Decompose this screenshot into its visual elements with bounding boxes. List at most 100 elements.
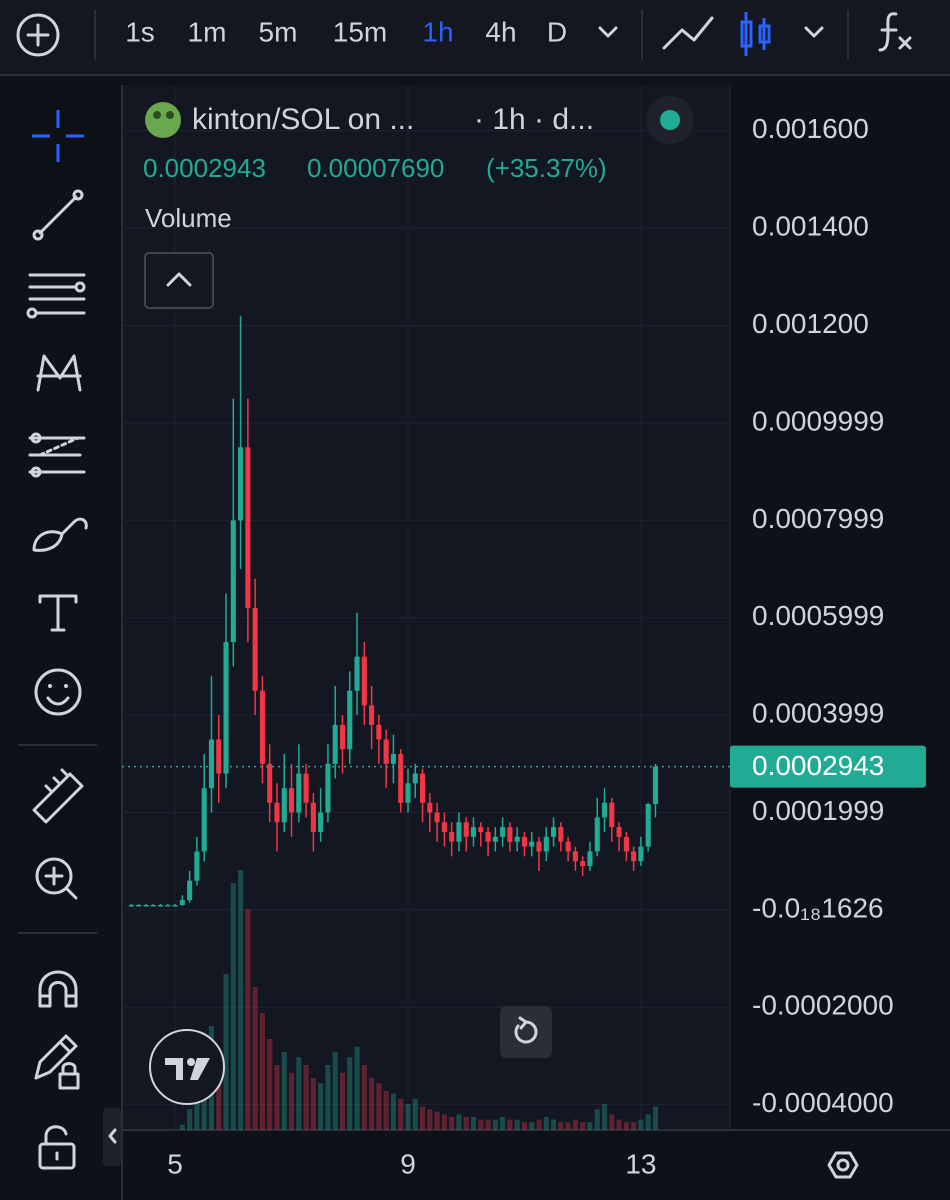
zoom-tool[interactable] xyxy=(35,857,78,900)
volume-bar xyxy=(652,1106,659,1130)
pattern-tool[interactable] xyxy=(36,354,82,392)
volume-bar xyxy=(470,1117,477,1130)
volume-bar xyxy=(558,1122,564,1130)
volume-bar xyxy=(536,1119,542,1130)
candle-body xyxy=(157,905,164,907)
add-button[interactable] xyxy=(16,13,60,57)
candle-body xyxy=(478,827,484,832)
trend-line-tool[interactable] xyxy=(32,189,84,241)
chart-type-dropdown[interactable] xyxy=(804,26,824,38)
candle-body xyxy=(150,905,156,907)
forecast-tool[interactable] xyxy=(28,432,86,478)
candle-body xyxy=(303,773,309,803)
candle-body xyxy=(631,851,637,862)
interval-button[interactable]: D xyxy=(547,16,567,47)
volume-bar xyxy=(238,870,244,1130)
interval-button[interactable]: 5m xyxy=(259,16,298,47)
candle-body xyxy=(187,880,193,901)
candle-body xyxy=(427,802,433,813)
interval-button[interactable]: 15m xyxy=(333,16,387,47)
candle-body xyxy=(354,656,360,691)
volume-bar xyxy=(288,1072,295,1130)
candle-body xyxy=(449,831,455,842)
volume-bar xyxy=(427,1109,433,1130)
candle-body xyxy=(194,851,200,881)
y-tick-label: 0.001600 xyxy=(752,113,869,144)
candle-body xyxy=(412,773,418,784)
volume-bar xyxy=(267,1039,273,1130)
volume-bar xyxy=(223,974,229,1130)
interval-dropdown[interactable] xyxy=(598,26,618,38)
line-chart-button[interactable] xyxy=(662,16,714,50)
x-tick-label: 5 xyxy=(167,1148,183,1179)
volume-bar xyxy=(310,1078,316,1130)
candle-body xyxy=(390,754,396,764)
candle-body xyxy=(172,905,178,907)
collapse-legend-button[interactable] xyxy=(144,252,214,309)
volume-bar xyxy=(354,1046,360,1130)
y-tick-label: -0.0002000 xyxy=(752,990,894,1021)
volume-bar xyxy=(492,1119,498,1130)
y-tick-label: 0.0001999 xyxy=(752,795,884,826)
candle-body xyxy=(238,447,244,521)
volume-bar xyxy=(296,1057,302,1130)
lock-drawings-tool[interactable] xyxy=(34,1034,80,1090)
candle-body xyxy=(223,642,229,774)
candle-body xyxy=(245,447,251,608)
volume-bar xyxy=(441,1114,447,1130)
candle-body xyxy=(463,822,469,837)
crosshair-tool[interactable] xyxy=(32,110,84,162)
candle-body xyxy=(587,851,593,867)
candle-body xyxy=(208,739,215,789)
volume-bar xyxy=(572,1119,578,1130)
candle-body xyxy=(536,841,542,852)
volume-bar xyxy=(369,1078,375,1130)
collapse-sidebar-tab[interactable] xyxy=(103,1108,121,1166)
candle-chart-button[interactable] xyxy=(740,12,771,56)
interval-button[interactable]: 4h xyxy=(485,16,516,47)
volume-bar xyxy=(318,1083,324,1130)
price-axis: 0.001600 0.001400 0.001200 0.0009999 0.00079… xyxy=(167,113,926,1179)
reset-view-button[interactable] xyxy=(500,1006,552,1058)
status-dot xyxy=(660,110,680,130)
intervals: 1s 1m 5m 15m 1h 4h D xyxy=(125,16,567,47)
interval-button[interactable]: 1s xyxy=(125,16,155,47)
candle-body xyxy=(216,739,222,774)
text-tool[interactable] xyxy=(38,594,78,632)
x-tick-label: 13 xyxy=(625,1148,656,1179)
candle-body xyxy=(128,905,134,907)
candle-body xyxy=(136,905,142,907)
volume-bar xyxy=(500,1117,506,1130)
candle-body xyxy=(456,822,462,842)
candle-body xyxy=(551,827,557,837)
candle-body xyxy=(470,827,477,837)
fib-tool[interactable] xyxy=(26,273,86,319)
emoji-tool[interactable] xyxy=(34,668,82,716)
volume-bar xyxy=(485,1119,491,1130)
volume-bar xyxy=(631,1122,637,1130)
volume-bar xyxy=(456,1114,462,1130)
settings-button[interactable] xyxy=(827,1151,859,1179)
volume-bar xyxy=(565,1122,571,1130)
token-icon xyxy=(145,102,181,138)
volume-bar xyxy=(594,1109,600,1130)
volume-bar xyxy=(179,1124,185,1130)
price-change-pct: (+35.37%) xyxy=(486,153,607,183)
volume-bar xyxy=(361,1065,367,1130)
candle-body xyxy=(500,827,506,837)
magnet-tool[interactable] xyxy=(38,970,78,1008)
indicators-button[interactable] xyxy=(878,12,912,52)
top-toolbar xyxy=(0,0,950,74)
candle-body xyxy=(296,773,302,813)
volume-bar xyxy=(587,1122,593,1130)
unlock-tool[interactable] xyxy=(38,1125,76,1170)
tradingview-logo[interactable] xyxy=(149,1029,225,1105)
interval-button[interactable]: 1h xyxy=(422,16,453,47)
brush-tool[interactable] xyxy=(32,517,88,552)
volume-bar xyxy=(405,1104,411,1130)
candle-body xyxy=(492,836,498,842)
interval-button[interactable]: 1m xyxy=(188,16,227,47)
candle-body xyxy=(441,822,447,832)
measure-tool[interactable] xyxy=(32,768,84,824)
